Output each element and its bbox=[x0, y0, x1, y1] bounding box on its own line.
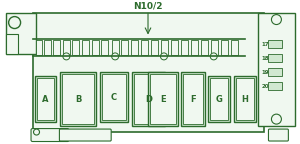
Bar bbox=[210, 78, 228, 120]
Bar bbox=[141, 40, 148, 55]
Circle shape bbox=[63, 53, 70, 60]
Bar bbox=[236, 78, 253, 120]
Bar bbox=[32, 13, 265, 132]
Text: E: E bbox=[160, 95, 166, 104]
Text: C: C bbox=[111, 93, 117, 102]
Bar bbox=[268, 68, 282, 76]
Bar bbox=[221, 40, 228, 55]
Bar bbox=[6, 13, 35, 54]
Bar bbox=[82, 40, 89, 55]
Text: 19: 19 bbox=[262, 70, 269, 75]
Text: G: G bbox=[215, 95, 222, 104]
Bar bbox=[131, 40, 138, 55]
Bar bbox=[181, 40, 188, 55]
Text: F: F bbox=[190, 95, 196, 104]
Bar bbox=[268, 40, 282, 48]
Bar bbox=[112, 40, 119, 55]
Bar bbox=[132, 72, 165, 126]
Bar bbox=[208, 76, 230, 122]
Bar bbox=[231, 40, 238, 55]
FancyBboxPatch shape bbox=[31, 129, 69, 142]
Bar bbox=[121, 40, 128, 55]
Bar bbox=[101, 40, 108, 55]
Text: A: A bbox=[42, 95, 49, 104]
Bar bbox=[191, 40, 198, 55]
Bar bbox=[150, 74, 176, 124]
Circle shape bbox=[112, 53, 118, 60]
Circle shape bbox=[34, 129, 40, 135]
Bar bbox=[63, 40, 70, 55]
Bar bbox=[151, 40, 158, 55]
Bar bbox=[100, 72, 128, 122]
Circle shape bbox=[272, 114, 281, 124]
Bar bbox=[6, 35, 18, 54]
Bar bbox=[134, 74, 163, 124]
Circle shape bbox=[272, 15, 281, 24]
Text: N10/2: N10/2 bbox=[133, 1, 163, 10]
Bar bbox=[183, 74, 203, 124]
Bar bbox=[72, 40, 79, 55]
Text: 18: 18 bbox=[262, 56, 269, 61]
Circle shape bbox=[160, 53, 167, 60]
Bar bbox=[181, 72, 205, 126]
Bar bbox=[148, 72, 178, 126]
FancyBboxPatch shape bbox=[268, 129, 288, 141]
Bar bbox=[268, 82, 282, 90]
FancyBboxPatch shape bbox=[59, 129, 111, 141]
Bar bbox=[60, 72, 96, 126]
Bar bbox=[171, 40, 178, 55]
Circle shape bbox=[9, 17, 21, 29]
Bar bbox=[62, 74, 94, 124]
Bar bbox=[37, 78, 54, 120]
Bar bbox=[102, 74, 126, 120]
Bar bbox=[35, 40, 43, 55]
Bar bbox=[201, 40, 208, 55]
Text: H: H bbox=[241, 95, 248, 104]
Circle shape bbox=[210, 53, 217, 60]
Bar bbox=[161, 40, 168, 55]
Bar bbox=[211, 40, 218, 55]
Bar bbox=[34, 76, 56, 122]
Bar bbox=[44, 40, 51, 55]
Bar bbox=[92, 40, 99, 55]
Bar bbox=[53, 40, 60, 55]
Bar bbox=[234, 76, 256, 122]
Text: D: D bbox=[145, 95, 152, 104]
Bar bbox=[257, 13, 295, 126]
Text: B: B bbox=[75, 95, 82, 104]
Bar bbox=[268, 54, 282, 62]
Text: 20: 20 bbox=[262, 84, 269, 89]
Text: 17: 17 bbox=[262, 42, 269, 47]
